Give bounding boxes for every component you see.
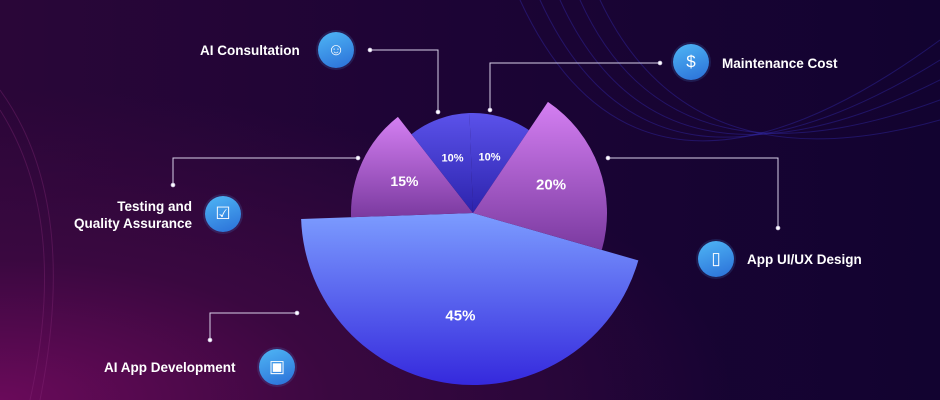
label-testing-line1: Testing and bbox=[117, 199, 192, 214]
label-ai-app-development: AI App Development bbox=[104, 360, 236, 375]
pie-slice-ai-consultation bbox=[411, 113, 473, 213]
slice-value-label: 45% bbox=[445, 307, 475, 324]
pie-slice-maintenance-cost bbox=[469, 113, 529, 213]
slice-value-label: 20% bbox=[536, 177, 566, 194]
slice-value-label: 15% bbox=[390, 173, 419, 189]
slice-value-label: 10% bbox=[441, 153, 463, 165]
pie-slice-ai-app-development bbox=[301, 213, 639, 386]
mobile-design-icon: ▯ bbox=[698, 241, 734, 277]
pie-slice-testing-and-quality-assurance bbox=[350, 116, 473, 218]
label-testing-line2: Quality Assurance bbox=[73, 216, 192, 231]
label-ai-consultation: AI Consultation bbox=[200, 43, 300, 58]
label-app-ui-ux: App UI/UX Design bbox=[747, 252, 862, 267]
checklist-icon: ☑ bbox=[205, 196, 241, 232]
connector-lines bbox=[170, 47, 781, 343]
pie-slice-app-ui-ux-design bbox=[473, 101, 607, 250]
label-testing-qa: Testing and Quality Assurance bbox=[68, 198, 192, 232]
robot-icon: ☺ bbox=[318, 32, 354, 68]
slice-value-label: 10% bbox=[479, 151, 501, 163]
label-maintenance-cost: Maintenance Cost bbox=[722, 56, 838, 71]
money-hand-icon: $ bbox=[673, 44, 709, 80]
chip-icon: ▣ bbox=[259, 349, 295, 385]
